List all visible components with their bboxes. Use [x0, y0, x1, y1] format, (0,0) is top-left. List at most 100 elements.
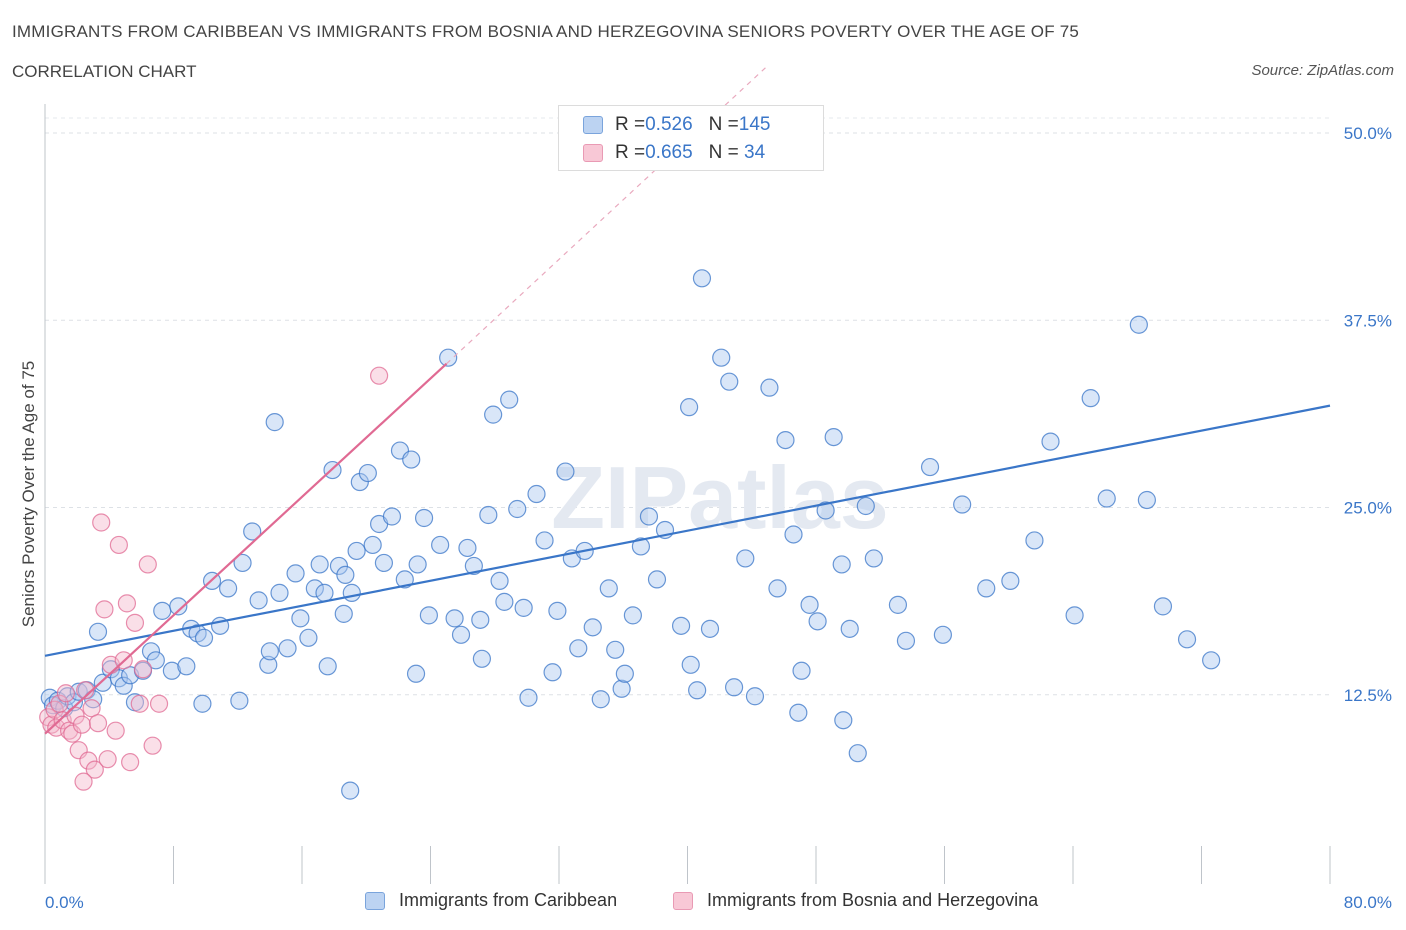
caribbean-point — [336, 565, 355, 585]
caribbean-point — [472, 649, 491, 668]
caribbean-point — [291, 609, 310, 628]
caribbean-point — [1202, 651, 1221, 670]
bosnia-point — [72, 715, 92, 734]
bosnia-point — [74, 772, 93, 791]
caribbean-point — [334, 604, 353, 623]
caribbean-point — [784, 525, 803, 544]
caribbean-point — [760, 378, 779, 397]
bosnia-point — [133, 660, 153, 679]
caribbean-point — [141, 642, 161, 661]
caribbean-point — [671, 616, 691, 635]
caribbean-trendline — [44, 404, 1331, 657]
caribbean-point — [681, 655, 700, 674]
caribbean-point — [808, 612, 827, 631]
caribbean-point — [856, 496, 875, 516]
caribbean-point — [615, 664, 634, 683]
caribbean-point — [712, 348, 731, 367]
series-legend-bosnia-label: Immigrants from Bosnia and Herzegovina — [707, 890, 1039, 910]
legend-n-label: N = — [708, 114, 739, 135]
bosnia-point — [56, 684, 75, 703]
caribbean-point — [864, 549, 883, 568]
caribbean-point — [832, 555, 851, 574]
legend-r-value: 0.526 — [645, 114, 693, 135]
bosnia-point — [143, 736, 162, 755]
caribbean-point — [977, 579, 996, 598]
caribbean-point — [920, 457, 940, 477]
chart-subtitle: CORRELATION CHART — [12, 62, 197, 81]
caribbean-point — [419, 606, 438, 625]
legend-n-label: N = — [708, 142, 739, 163]
caribbean-point — [329, 556, 349, 576]
caribbean-point — [431, 535, 450, 555]
bosnia-point — [125, 613, 145, 632]
caribbean-point — [824, 427, 843, 447]
caribbean-point — [193, 694, 212, 713]
bosnia-point — [82, 699, 101, 718]
caribbean-point — [1065, 606, 1084, 625]
bosnia-point — [130, 694, 149, 713]
caribbean-point — [556, 462, 575, 481]
caribbean-point — [230, 691, 249, 710]
caribbean-point — [1041, 432, 1060, 451]
caribbean-point — [315, 583, 334, 602]
series-legend-bosnia: Immigrants from Bosnia and Herzegovina — [673, 890, 1038, 911]
caribbean-point — [888, 595, 908, 614]
caribbean-point — [1081, 389, 1100, 408]
bosnia-point — [85, 760, 104, 779]
caribbean-point — [680, 398, 699, 417]
bosnia-point — [79, 751, 98, 770]
chart-title: IMMIGRANTS FROM CARIBBEAN VS IMMIGRANTS … — [12, 22, 1080, 41]
caribbean-point — [1153, 597, 1173, 616]
caribbean-point — [535, 531, 554, 550]
caribbean-point — [299, 628, 318, 647]
caribbean-point — [342, 583, 361, 602]
caribbean-point — [569, 639, 588, 658]
caribbean-point — [514, 598, 533, 617]
caribbean-point — [953, 495, 972, 514]
caribbean-point — [700, 619, 720, 638]
caribbean-point — [219, 579, 238, 598]
caribbean-point — [259, 655, 278, 674]
caribbean-point — [270, 583, 289, 602]
legend-n-value: 34 — [738, 142, 766, 163]
bosnia-point — [370, 366, 389, 385]
series-legend: Immigrants from Caribbean Immigrants fro… — [0, 890, 1406, 916]
caribbean-point — [146, 651, 165, 670]
legend-swatch-pink — [583, 144, 603, 162]
bosnia-point — [109, 535, 128, 555]
caribbean-point — [233, 553, 252, 573]
caribbean-point — [724, 678, 744, 697]
caribbean-point — [816, 501, 835, 520]
caribbean-point — [736, 549, 755, 568]
series-swatch-blue — [365, 891, 385, 910]
caribbean-point — [591, 690, 610, 709]
caribbean-point — [162, 661, 181, 680]
caribbean-point — [341, 781, 360, 800]
caribbean-point — [402, 450, 421, 469]
caribbean-point — [194, 628, 214, 647]
bosnia-point — [98, 750, 117, 769]
bosnia-point — [92, 513, 111, 532]
bosnia-point — [66, 706, 85, 725]
caribbean-point — [408, 555, 427, 574]
caribbean-point — [249, 591, 268, 610]
caribbean-point — [286, 564, 305, 583]
bosnia-point — [117, 594, 137, 613]
caribbean-point — [495, 592, 514, 611]
caribbean-point — [800, 595, 819, 614]
legend-row-caribbean: R = 0.526 N = 145 — [583, 113, 770, 137]
bosnia-trendline — [44, 362, 448, 735]
series-legend-caribbean: Immigrants from Caribbean — [365, 890, 617, 911]
caribbean-point — [439, 348, 458, 367]
caribbean-point — [840, 619, 859, 638]
caribbean-point — [479, 505, 498, 525]
caribbean-point — [382, 507, 402, 526]
caribbean-point — [374, 553, 394, 573]
legend-r-label: R = — [615, 114, 646, 135]
series-legend-caribbean-label: Immigrants from Caribbean — [399, 890, 618, 910]
legend-r-value: 0.665 — [645, 142, 693, 163]
caribbean-point — [792, 661, 811, 680]
caribbean-point — [606, 640, 625, 659]
bosnia-point — [88, 714, 108, 733]
